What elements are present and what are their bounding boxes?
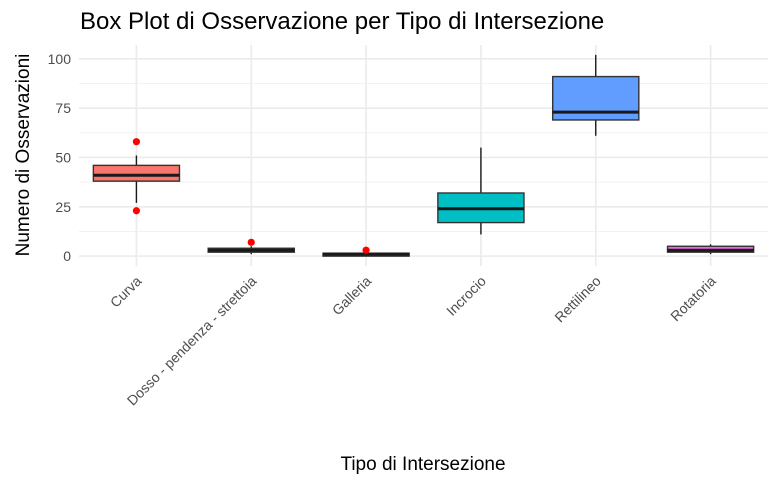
- boxes-layer: [92, 54, 755, 257]
- y-tick-label: 75: [55, 100, 71, 116]
- x-tick-label: Dosso - pendenza - strettoia: [124, 273, 260, 409]
- x-tick-label: Incrocio: [443, 273, 489, 319]
- y-axis-title: Numero di Osservazioni: [13, 54, 34, 257]
- box-incrocio: [437, 147, 525, 235]
- box-dosso-pendenza-strettoia: [207, 238, 296, 255]
- y-tick-label: 0: [63, 248, 71, 264]
- y-axis-ticks: 0 25 50 75 100: [48, 51, 72, 264]
- x-tick-label: Curva: [107, 273, 145, 311]
- box-rotatoria: [666, 244, 755, 255]
- y-tick-label: 100: [48, 51, 72, 67]
- box-rettilineo: [551, 54, 640, 136]
- x-tick-label: Rettilineo: [551, 273, 604, 326]
- box-galleria: [322, 246, 410, 257]
- x-axis-title: Tipo di Intersezione: [340, 454, 505, 475]
- x-tick-label: Rotatoria: [667, 273, 719, 325]
- outlier-point: [132, 138, 141, 146]
- outlier-point: [362, 246, 370, 254]
- y-tick-label: 25: [55, 199, 71, 215]
- outlier-point: [247, 238, 255, 246]
- box-iqr: [92, 164, 181, 182]
- box-curva: [92, 138, 181, 215]
- grid-lines: [79, 45, 768, 266]
- chart-title: Box Plot di Osservazione per Tipo di Int…: [80, 8, 605, 35]
- y-tick-label: 50: [55, 149, 71, 165]
- x-tick-label: Galleria: [329, 273, 375, 319]
- outlier-point: [132, 207, 141, 215]
